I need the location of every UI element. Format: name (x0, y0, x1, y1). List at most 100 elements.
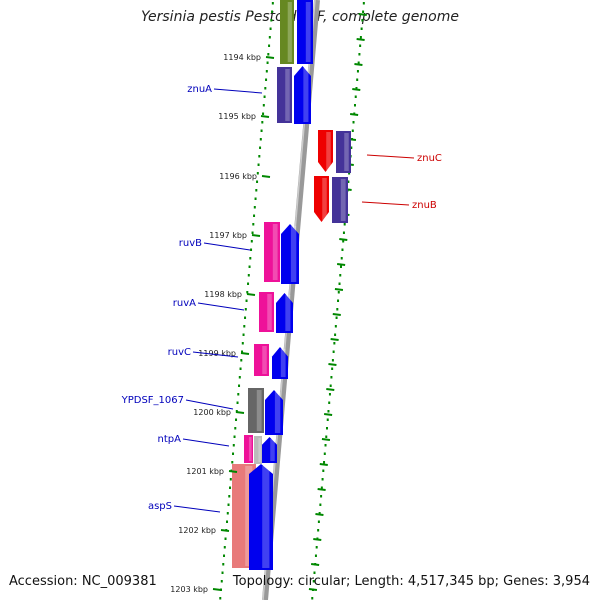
inner-scale-dot (257, 163, 260, 166)
inner-scale-dot (232, 444, 235, 447)
cds-blue-ruvB-pair (281, 224, 299, 284)
outer-scale-dot (362, 10, 365, 13)
outer-scale-dot (351, 129, 354, 132)
outer-scale-dot (355, 87, 358, 90)
inner-scale-dot (262, 104, 265, 107)
topology-summary: Topology: circular; Length: 4,517,345 bp… (232, 574, 590, 589)
outer-scale-dash (336, 263, 346, 266)
scale-dots (219, 2, 367, 600)
inner-scale-dot (237, 393, 240, 396)
outer-scale-dash (323, 413, 333, 416)
outer-scale-dot (318, 512, 321, 515)
outer-scale-dot (326, 418, 329, 421)
inner-scale-dot (227, 503, 230, 506)
inner-scale-dot (241, 342, 244, 345)
cds-blue-ruvC-pair (272, 347, 288, 379)
inner-scale-dot (261, 121, 264, 124)
cds-znuB (314, 176, 329, 222)
outer-scale-dot (347, 180, 350, 183)
cds-znuC (318, 130, 333, 172)
outer-scale-dot (359, 44, 362, 47)
gene-label-ntpA[interactable]: ntpA (158, 434, 182, 445)
outer-scale-dash (308, 588, 318, 591)
inner-scale-dot (254, 197, 257, 200)
gene-label-znuC[interactable]: znuC (417, 153, 442, 164)
outer-scale-dot (319, 503, 322, 506)
inner-scale-dot (238, 384, 241, 387)
outer-scale-dot (356, 70, 359, 73)
outer-scale-dot (333, 342, 336, 345)
scale-tick-label: 1194 kbp (223, 53, 261, 62)
outer-scale-dot (312, 580, 315, 583)
outer-scale-dot (315, 546, 318, 549)
outer-scale-dot (330, 376, 333, 379)
inner-scale-dot (250, 240, 253, 243)
inner-scale-dot (255, 189, 258, 192)
inner-scale-dot (235, 418, 238, 421)
inner-scale-dot (226, 512, 229, 515)
outer-scale-dash (339, 238, 348, 241)
outer-scale-dot (334, 325, 337, 328)
inner-scale-dot (232, 452, 235, 455)
cds-znuA (277, 67, 292, 123)
outer-scale-dot (334, 333, 337, 336)
inner-scale-dot (244, 308, 247, 311)
gene-features (232, 0, 351, 570)
cds-olive-top (280, 0, 294, 64)
inner-scale-dot (271, 2, 274, 5)
outer-scale-dash (334, 288, 344, 291)
callout-line (173, 505, 221, 513)
callout-line (182, 438, 230, 447)
inner-scale-dot (236, 401, 239, 404)
inner-scale-dot (256, 180, 259, 183)
inner-scale-dot (231, 461, 234, 464)
inner-scale-dot (223, 554, 226, 557)
outer-scale-dot (338, 282, 341, 285)
inner-scale-dot (259, 138, 262, 141)
inner-scale-dot (229, 478, 232, 481)
inner-scale-dot (229, 486, 232, 489)
inner-scale-dot (263, 95, 266, 98)
outer-scale-dot (329, 384, 332, 387)
outer-scale-dot (342, 231, 345, 234)
outer-scale-dot (313, 571, 316, 574)
scale-tick-label: 1198 kbp (204, 290, 242, 299)
scale-ticks: 1194 kbp 1195 kbp 1196 kbp 1197 kbp 1198 kbp… (170, 53, 275, 594)
inner-scale-dot (241, 350, 244, 353)
inner-scale-dot (240, 359, 243, 362)
inner-scale-dot (252, 223, 255, 226)
inner-scale-dot (226, 520, 229, 523)
cds-ruvC (254, 344, 269, 376)
gene-label-ruvA[interactable]: ruvA (173, 298, 196, 309)
callout-line (203, 242, 251, 251)
inner-scale-dot (268, 44, 271, 47)
inner-scale-dot (246, 291, 249, 294)
inner-scale-dot (269, 27, 272, 30)
scale-tick-mark (246, 293, 256, 296)
inner-scale-dot (260, 129, 263, 132)
outer-scale-dot (328, 393, 331, 396)
outer-scale-dot (348, 172, 351, 175)
gene-label-aspS[interactable]: aspS (148, 501, 172, 512)
cds-blue-znuA-pair (294, 66, 311, 124)
outer-scale-dot (362, 2, 365, 5)
inner-scale-dot (266, 61, 269, 64)
inner-scale-dot (245, 299, 248, 302)
gene-label-ypdsf[interactable]: YPDSF_1067 (121, 395, 184, 406)
inner-scale-dot (249, 257, 252, 260)
outer-scale-dot (343, 223, 346, 226)
gene-callouts: znuA ruvB ruvA ruvC YPDSF_1067 ntpA aspS znuC zn… (121, 84, 442, 513)
inner-scale-dot (247, 282, 250, 285)
gene-label-ruvC[interactable]: ruvC (168, 347, 191, 358)
gene-label-znuA[interactable]: znuA (187, 84, 212, 95)
outer-scale-dash (354, 63, 363, 66)
inner-scale-dot (224, 537, 227, 540)
inner-scale-dot (259, 146, 262, 149)
scale-tick-mark (261, 175, 271, 178)
cds-ruvB (264, 222, 280, 282)
gene-label-znuB[interactable]: znuB (412, 200, 437, 211)
outer-scale-dash (321, 438, 331, 441)
gene-label-ruvB[interactable]: ruvB (179, 238, 202, 249)
inner-scale-dot (262, 112, 265, 115)
callout-line (361, 201, 410, 206)
